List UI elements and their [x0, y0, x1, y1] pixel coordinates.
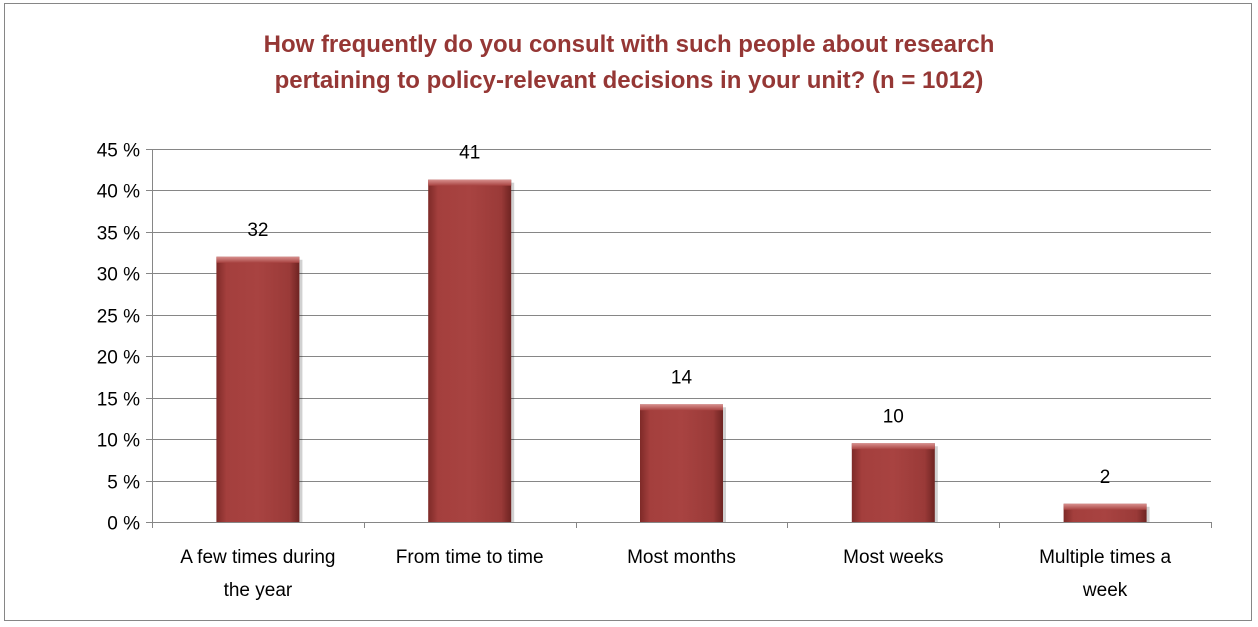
y-tick-label: 30 % [97, 265, 140, 286]
bar-top-highlight [851, 443, 935, 450]
bar [851, 443, 935, 522]
chart-title-line-2: pertaining to policy-relevant decisions … [274, 67, 984, 94]
x-category-label: A few times during [180, 547, 335, 568]
data-label: 32 [247, 220, 268, 241]
y-tick-label: 45 % [97, 141, 140, 162]
bar-top-highlight [1063, 503, 1147, 510]
x-category-label: Most months [627, 547, 736, 568]
bars [216, 179, 1150, 522]
x-category-label: Multiple times a [1039, 547, 1171, 568]
chart-frame [4, 3, 1252, 621]
x-axis: A few times during the year From time to t… [152, 522, 1212, 601]
bar [216, 256, 300, 522]
y-tick-label: 20 % [97, 348, 140, 369]
bar-top-highlight [428, 179, 512, 186]
bar-top-highlight [216, 256, 300, 263]
data-label: 41 [459, 143, 480, 164]
y-tick-label: 25 % [97, 307, 140, 328]
chart-title-line-1: How frequently do you consult with such … [263, 31, 995, 58]
y-tick-label: 0 % [107, 514, 140, 535]
y-tick-label: 5 % [107, 473, 140, 494]
bar [428, 179, 512, 522]
x-category-label: the year [224, 580, 293, 601]
y-tick-label: 10 % [97, 431, 140, 452]
data-label: 10 [883, 406, 904, 427]
data-labels: 32 41 14 10 2 [247, 143, 1110, 488]
data-label: 2 [1100, 467, 1111, 488]
x-category-label: week [1082, 580, 1128, 601]
x-category-label: Most weeks [843, 547, 943, 568]
bar [640, 404, 723, 522]
bar-top-highlight [640, 404, 723, 411]
y-tick-label: 40 % [97, 182, 140, 203]
data-label: 14 [671, 367, 693, 388]
y-axis: 0 % 5 % 10 % 15 % 20 % 25 % 30 % 35 % 40 % 45 % [97, 141, 153, 535]
y-tick-label: 35 % [97, 224, 140, 245]
gridlines [152, 149, 1211, 482]
chart-title: How frequently do you consult with such … [0, 27, 1258, 99]
y-tick-label: 15 % [97, 390, 140, 411]
x-category-label: From time to time [396, 547, 544, 568]
